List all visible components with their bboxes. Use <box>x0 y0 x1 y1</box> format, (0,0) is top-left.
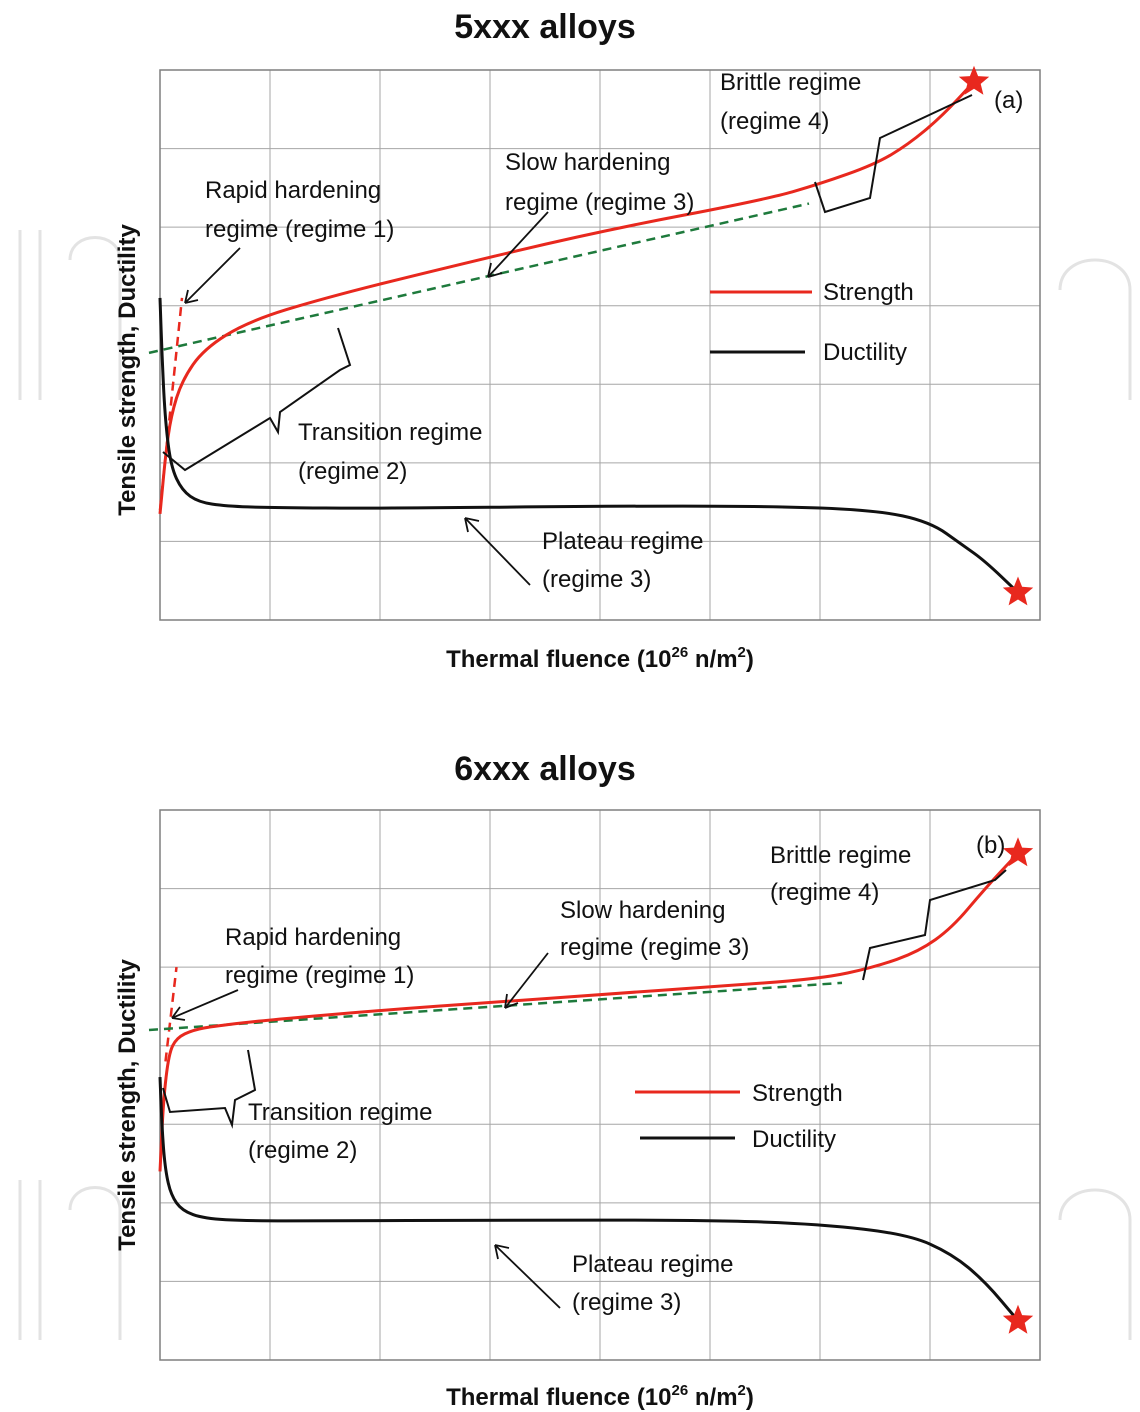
annotation-arrows <box>171 952 561 1309</box>
legend-label-ductility: Ductility <box>823 339 907 366</box>
annotation-arrows <box>184 211 549 586</box>
watermark <box>18 230 1132 1340</box>
annotation-transition: Transition regime <box>298 419 483 446</box>
annotation-regime-2: (regime 2) <box>298 458 407 485</box>
annotation-transition: Transition regime <box>248 1099 433 1126</box>
guide-line-dashed <box>148 202 810 355</box>
guide-line-dashed <box>148 981 843 1032</box>
plot-frame <box>159 69 1041 621</box>
brace-brittle <box>814 94 973 214</box>
arrow-plateau <box>494 1244 561 1309</box>
arrow-rapid <box>184 247 241 304</box>
annotation-plateau: Plateau regime <box>542 528 703 555</box>
annotation-brittle: Brittle regime <box>720 69 861 96</box>
end-marker-star-strength <box>1002 837 1034 867</box>
arrow-head <box>504 993 519 1009</box>
guide-lines <box>148 966 843 1062</box>
annotation-slow-hardening: Slow hardening <box>560 897 725 924</box>
arrow-head <box>171 1006 186 1021</box>
annotation-regime-3-plateau: (regime 3) <box>572 1289 681 1316</box>
panel-5xxx: 5xxx alloys Tensile strength, Ductility … <box>114 8 1041 673</box>
end-marker-star-strength <box>958 65 990 95</box>
arrow-head <box>494 1244 510 1260</box>
y-axis-label: Tensile strength, Ductility <box>114 959 141 1251</box>
guide-line-dashed <box>164 966 178 1062</box>
annotation-rapid-hardening: Rapid hardening <box>205 177 381 204</box>
x-axis-label: Thermal fluence (1026 n/m2) <box>446 1382 754 1411</box>
series-line-ductility <box>158 297 1020 594</box>
arrow-slow <box>504 952 549 1009</box>
x-axis-label: Thermal fluence (1026 n/m2) <box>446 644 754 673</box>
panel-tag: (a) <box>994 87 1023 114</box>
annotation-regime-3-slow: regime (regime 3) <box>505 189 694 216</box>
grid <box>160 810 1040 1360</box>
arrow-head <box>464 517 480 533</box>
panel-tag: (b) <box>976 832 1005 859</box>
arrow-plateau <box>464 517 531 586</box>
arrow-rapid <box>171 989 239 1019</box>
brace-transition <box>162 1049 257 1129</box>
series-line-strength <box>158 80 976 515</box>
chart-title: 6xxx alloys <box>454 750 635 788</box>
annotation-regime-1: regime (regime 1) <box>225 962 414 989</box>
annotation-slow-hardening: Slow hardening <box>505 149 670 176</box>
arrow-head <box>184 289 199 304</box>
annotation-regime-3-plateau: (regime 3) <box>542 566 651 593</box>
legend-label-ductility: Ductility <box>752 1126 836 1153</box>
legend: Strength Ductility <box>710 279 914 366</box>
grid <box>160 70 1040 620</box>
regime-braces <box>162 94 973 472</box>
annotation-plateau: Plateau regime <box>572 1251 733 1278</box>
regime-braces <box>162 869 1007 1129</box>
legend-label-strength: Strength <box>752 1080 843 1107</box>
panel-6xxx: 6xxx alloys Tensile strength, Ductility … <box>114 750 1041 1411</box>
annotation-regime-3-slow: regime (regime 3) <box>560 934 749 961</box>
series-lines <box>158 65 1034 606</box>
series-lines <box>158 837 1034 1334</box>
annotation-brittle: Brittle regime <box>770 842 911 869</box>
legend-label-strength: Strength <box>823 279 914 306</box>
chart-title: 5xxx alloys <box>454 8 635 46</box>
annotation-rapid-hardening: Rapid hardening <box>225 924 401 951</box>
end-marker-star-ductility <box>1002 1304 1034 1334</box>
series-line-strength <box>158 852 1020 1172</box>
end-marker-star-ductility <box>1002 576 1034 606</box>
legend: Strength Ductility <box>635 1080 843 1153</box>
arrow-head <box>487 262 503 278</box>
annotation-regime-2: (regime 2) <box>248 1137 357 1164</box>
arrow-slow <box>487 211 549 278</box>
y-axis-label: Tensile strength, Ductility <box>114 224 141 516</box>
brace-brittle <box>862 869 1007 981</box>
brace-transition <box>162 327 352 472</box>
annotation-regime-4: (regime 4) <box>770 879 879 906</box>
annotation-regime-4: (regime 4) <box>720 108 829 135</box>
annotation-regime-1: regime (regime 1) <box>205 216 394 243</box>
series-line-ductility <box>158 1077 1020 1322</box>
